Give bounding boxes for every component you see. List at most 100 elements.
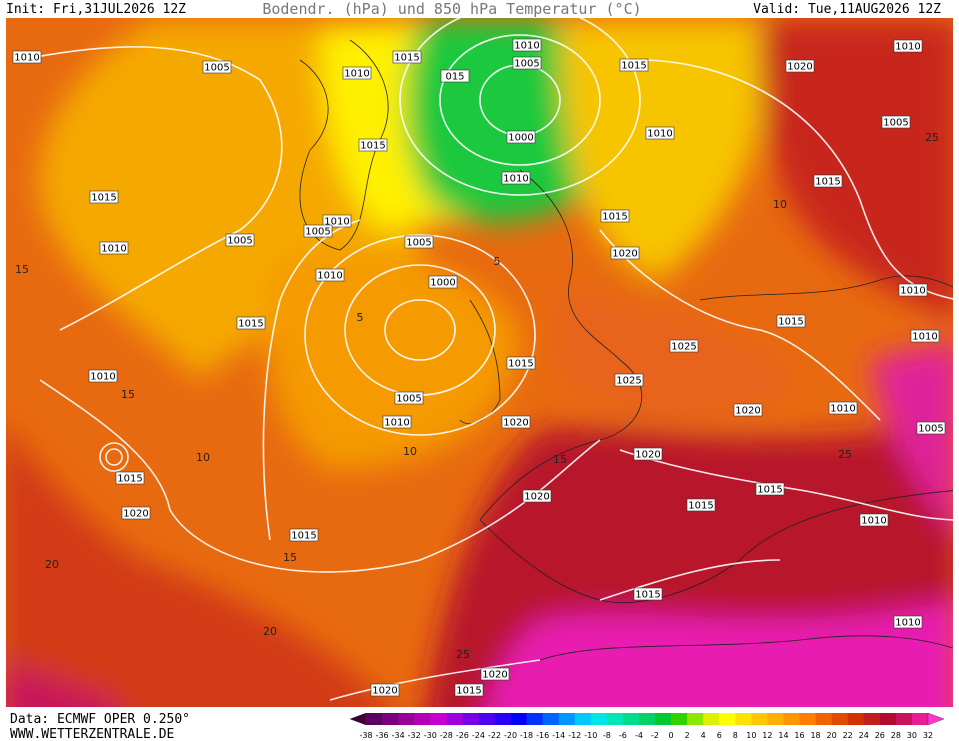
colorbar-label: -2 [651,731,659,740]
isobar-label-box [289,528,319,542]
isobar-label-box [506,130,536,144]
isobar-label-box [89,190,119,204]
isobar-label-box [454,683,484,697]
isobar-label-box [910,329,940,343]
colorbar-label: -4 [635,731,643,740]
temperature-label: 15 [15,263,29,276]
colorbar-label: 26 [875,731,885,740]
isobar-label-box [881,115,911,129]
colorbar-cell [622,713,640,725]
temperature-label: 20 [45,558,59,571]
isobar-label: 1010 [861,516,886,527]
colorbar-cell [510,713,527,725]
colorbar-cell [815,713,832,725]
isobar-label: 1010 [503,174,528,185]
isobar-label: 1015 [635,590,660,601]
isobar-label: 1020 [787,62,812,73]
isobar-label-box [322,214,352,228]
temperature-label: 25 [925,131,939,144]
isobar-label: 1010 [90,372,115,383]
colorbar-cell [735,713,752,725]
colorbar-cell [558,713,576,725]
colorbar-label: 12 [762,731,772,740]
isobar-label-box [916,421,946,435]
isobar-label: 1020 [123,509,148,520]
valid-time: Valid: Tue,11AUG2026 12Z [753,2,941,17]
isobar-label-box [501,171,531,185]
isobar-label: 1010 [324,217,349,228]
isobar-label-box [600,209,630,223]
isobar-label-box [99,241,129,255]
colorbar-label: -30 [424,731,437,740]
colorbar-label: 32 [923,731,933,740]
colorbar-label: -16 [536,731,549,740]
colorbar-cell [719,713,736,725]
colorbar-label: -8 [603,731,611,740]
temperature-field [6,20,953,707]
isobar-label: 1010 [344,69,369,80]
colorbar-label: 16 [794,731,804,740]
colorbar-cell [703,713,720,725]
isobar-label: 1010 [384,418,409,429]
colorbar-cell [462,713,479,725]
colorbar-cell [638,713,656,725]
isobar-label: 1015 [621,61,646,72]
isobar-label: 1015 [238,319,263,330]
isobar-label: 1015 [91,193,116,204]
coastlines [299,39,953,661]
isobar-label: 1010 [317,271,342,282]
colorbar-cell [526,713,543,725]
isobar-label: 1000 [430,278,455,289]
colorbar-label: -18 [520,731,533,740]
isobar-label: 1015 [360,141,385,152]
colorbar-label: -6 [619,731,627,740]
isobar-label-box [610,246,640,260]
isobar-label-box [236,316,266,330]
colorbar-cell [542,713,560,725]
colorbar-label: 14 [778,731,788,740]
isobar-label: 1020 [372,686,397,697]
temperature-label: 20 [263,625,277,638]
isobar-label: 1025 [671,342,696,353]
colorbar: -38 -36 -34 -32 -30 -28 -26 -24 -22 -20 -18 -16 -14-… [349,712,945,740]
isobar-label-box [358,138,388,152]
isobar-label: 1005 [227,236,252,247]
isobar-label-box [645,126,675,140]
isobar-label: 1000 [508,133,533,144]
colorbar-cell [767,713,784,725]
colorbar-label: 10 [746,731,756,740]
isobar-label-box [506,356,536,370]
colorbar-label: -34 [392,731,405,740]
colorbar-label: 2 [685,731,690,740]
isobar-label: 1010 [895,618,920,629]
isobar-label-box [733,403,763,417]
colorbar-label: -14 [552,731,565,740]
colorbar-cell [446,713,463,725]
isobar-label: 1015 [688,501,713,512]
temperature-label: 5 [494,255,501,268]
isobar-label-box [12,50,42,64]
isobar-label: 1005 [396,394,421,405]
colorbar-label: 8 [733,731,738,740]
isobar-label: 1020 [735,406,760,417]
isobar-label: 1015 [778,317,803,328]
isobar-label: 015 [445,72,464,83]
isobar-label-box [614,373,644,387]
isobar-label-box [898,283,928,297]
isobar-label: 1005 [305,227,330,238]
isobar-label-box [480,667,510,681]
colorbar-label: -38 [360,731,373,740]
isobar-label-box [686,498,716,512]
isobar-label-box [669,339,699,353]
colorbar-cell [671,713,688,725]
isobar-label-box [88,369,118,383]
isobar-label-box [303,224,333,238]
isobar-label: 1015 [508,359,533,370]
isobar-label-box [370,683,400,697]
isobar-label: 1020 [635,450,660,461]
isobar-label-box [394,391,424,405]
colorbar-label: 6 [717,731,722,740]
colorbar-cell [382,713,399,725]
isobar-label-box [225,233,255,247]
